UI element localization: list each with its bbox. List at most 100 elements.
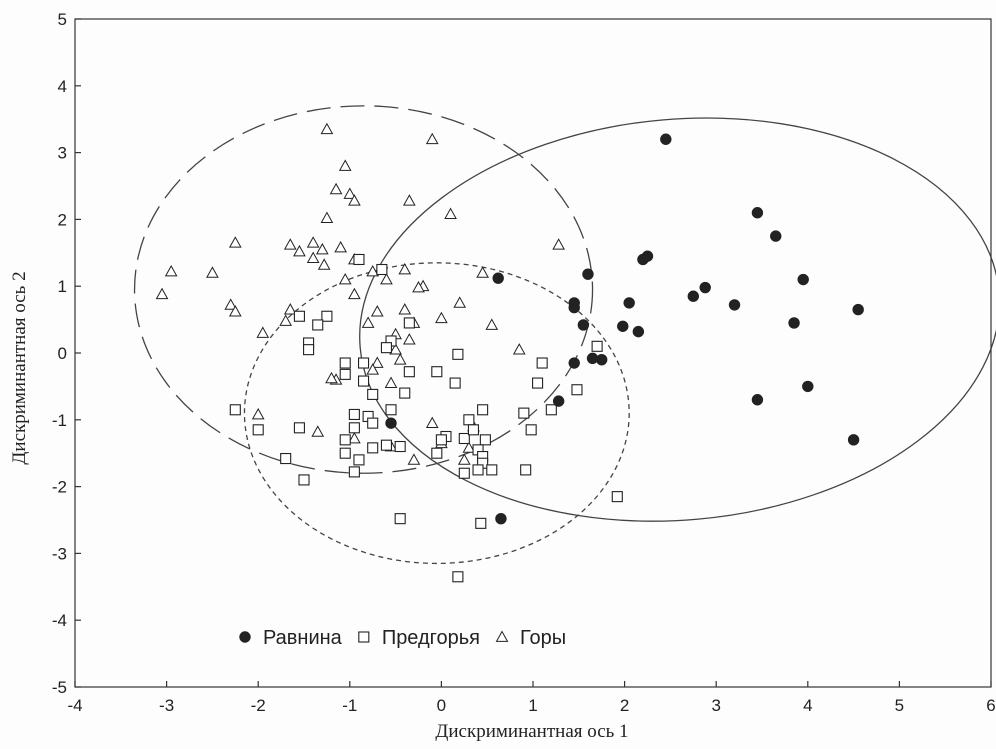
y-tick-label: -1 xyxy=(52,411,67,430)
data-point-gory xyxy=(453,296,467,308)
data-point-gory xyxy=(155,287,169,300)
x-tick-label: 3 xyxy=(711,696,720,715)
data-point-predgorya xyxy=(367,388,379,400)
data-point-gory xyxy=(317,258,331,270)
y-tick-label: 1 xyxy=(58,277,67,296)
data-point-ravnina xyxy=(751,394,764,406)
data-point-predgorya xyxy=(348,466,360,478)
data-point-gory xyxy=(512,343,526,355)
data-point-predgorya xyxy=(339,357,351,369)
data-point-predgorya xyxy=(380,342,392,354)
data-point-gory xyxy=(348,194,361,206)
data-point-gory xyxy=(389,343,402,355)
data-point-gory xyxy=(402,194,416,206)
data-point-predgorya xyxy=(518,407,530,419)
data-point-predgorya xyxy=(545,404,557,416)
data-point-predgorya xyxy=(348,422,360,434)
x-tick-label: 0 xyxy=(437,696,446,715)
data-point-gory xyxy=(402,333,416,345)
data-point-gory xyxy=(366,264,380,277)
data-point-predgorya xyxy=(486,464,498,476)
data-point-predgorya xyxy=(293,422,305,434)
data-point-predgorya xyxy=(339,434,351,446)
data-point-gory xyxy=(425,416,439,429)
data-point-ravnina xyxy=(802,380,814,393)
data-point-predgorya xyxy=(591,340,603,352)
data-point-predgorya xyxy=(449,377,461,389)
y-tick-label: -2 xyxy=(52,478,67,497)
data-point-gory xyxy=(366,363,380,375)
data-point-predgorya xyxy=(403,317,415,329)
data-point-ravnina xyxy=(577,319,590,331)
data-point-ravnina xyxy=(492,272,504,284)
x-tick-label: 5 xyxy=(895,696,904,715)
legend-marker xyxy=(239,631,251,643)
data-point-predgorya xyxy=(458,432,470,445)
y-tick-label: 3 xyxy=(58,144,67,163)
data-point-predgorya xyxy=(367,442,379,454)
data-point-gory xyxy=(279,314,293,326)
legend-label: Равнина xyxy=(263,627,343,649)
data-point-predgorya xyxy=(280,452,292,465)
data-point-ravnina xyxy=(552,395,565,407)
data-point-ravnina xyxy=(582,268,594,280)
data-point-predgorya xyxy=(399,387,411,399)
y-tick-label: 4 xyxy=(58,77,67,96)
data-point-gory xyxy=(315,242,329,255)
data-point-predgorya xyxy=(532,377,544,389)
data-point-ravnina xyxy=(568,357,580,369)
data-point-ravnina xyxy=(632,325,645,338)
data-point-predgorya xyxy=(472,464,484,476)
data-point-predgorya xyxy=(339,447,351,459)
data-point-ravnina xyxy=(385,417,397,429)
x-tick-label: -4 xyxy=(67,696,82,715)
data-point-gory xyxy=(457,453,471,465)
data-point-gory xyxy=(311,425,325,437)
y-axis-title: Дискриминантная ось 2 xyxy=(9,271,30,464)
point-layer xyxy=(155,122,864,583)
data-point-gory xyxy=(343,187,357,199)
data-point-gory xyxy=(462,441,476,453)
data-point-ravnina xyxy=(617,320,629,332)
x-tick-label: 6 xyxy=(986,696,995,715)
data-point-predgorya xyxy=(353,253,365,266)
confidence-ellipse xyxy=(359,117,996,522)
data-point-gory xyxy=(485,318,499,330)
data-point-ravnina xyxy=(687,290,699,302)
data-point-gory xyxy=(256,326,270,338)
data-point-predgorya xyxy=(380,439,392,451)
data-point-gory xyxy=(393,353,407,365)
x-tick-label: 2 xyxy=(620,696,629,715)
data-point-gory xyxy=(325,371,338,384)
data-point-gory xyxy=(320,211,334,223)
data-point-predgorya xyxy=(403,366,415,378)
data-point-predgorya xyxy=(463,414,475,426)
data-point-ravnina xyxy=(623,297,635,309)
data-point-gory xyxy=(251,407,265,420)
data-point-gory xyxy=(283,238,297,250)
data-point-predgorya xyxy=(367,417,379,429)
legend: Равнина Предгорья Горы xyxy=(239,627,566,649)
data-point-gory xyxy=(320,122,334,135)
data-point-predgorya xyxy=(394,440,406,453)
data-point-predgorya xyxy=(536,357,548,369)
legend-marker xyxy=(495,630,509,642)
y-tick-label: 2 xyxy=(58,210,67,229)
y-tick-label: 0 xyxy=(58,344,67,363)
data-point-gory xyxy=(476,266,489,278)
data-point-gory xyxy=(412,281,425,293)
x-tick-label: 1 xyxy=(528,696,537,715)
data-point-ravnina xyxy=(568,301,580,314)
data-point-gory xyxy=(306,251,320,264)
data-point-gory xyxy=(228,305,242,317)
data-point-ravnina xyxy=(797,273,809,286)
data-point-ravnina xyxy=(728,299,741,311)
x-tick-label: 4 xyxy=(803,696,812,715)
data-point-predgorya xyxy=(229,404,241,416)
data-point-gory xyxy=(398,303,412,315)
legend-item-predgorya: Предгорья xyxy=(358,627,480,649)
data-point-gory xyxy=(398,262,412,275)
